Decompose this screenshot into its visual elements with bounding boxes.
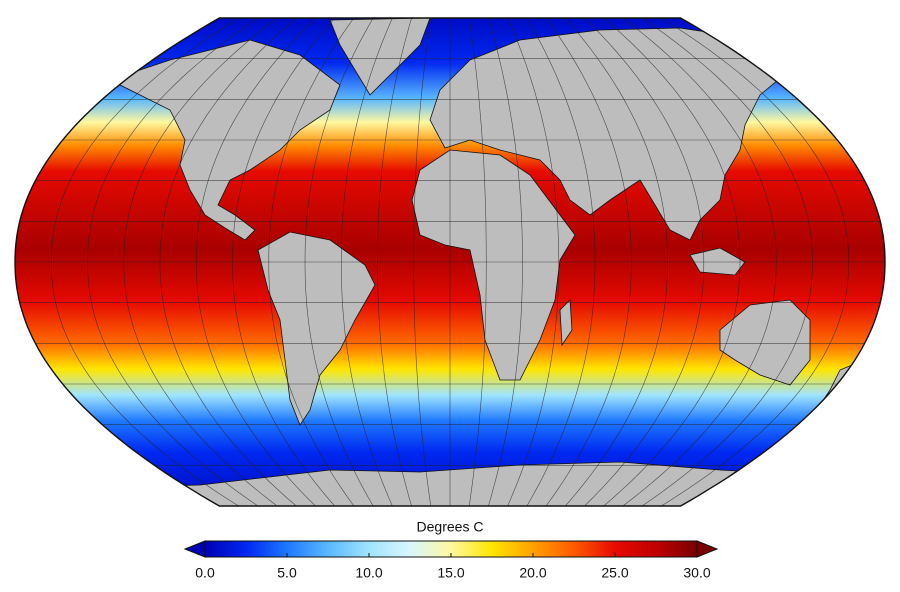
colorbar-under-arrow (183, 540, 206, 558)
map-outline (14, 17, 886, 507)
colorbar: Degrees C 0.0 5.0 10.0 15.0 20.0 25.0 30.0 (183, 519, 719, 581)
africa (411, 149, 576, 381)
colorbar-tick-label: 0.0 (195, 565, 215, 581)
madagascar (559, 299, 573, 347)
colorbar-tick-label: 10.0 (355, 565, 382, 581)
colorbar-tick-label: 20.0 (519, 565, 546, 581)
colorbar-tick-label: 15.0 (437, 565, 464, 581)
graticule (15, 18, 885, 506)
colorbar-title: Degrees C (417, 519, 484, 535)
eurasia (429, 27, 791, 241)
colorbar-tick-label: 30.0 (683, 565, 710, 581)
colorbar-tick-label: 5.0 (277, 565, 297, 581)
colorbar-over-arrow (696, 540, 719, 558)
greenland (329, 18, 431, 96)
colorbar-tick-label: 25.0 (601, 565, 628, 581)
map (15, 18, 885, 506)
